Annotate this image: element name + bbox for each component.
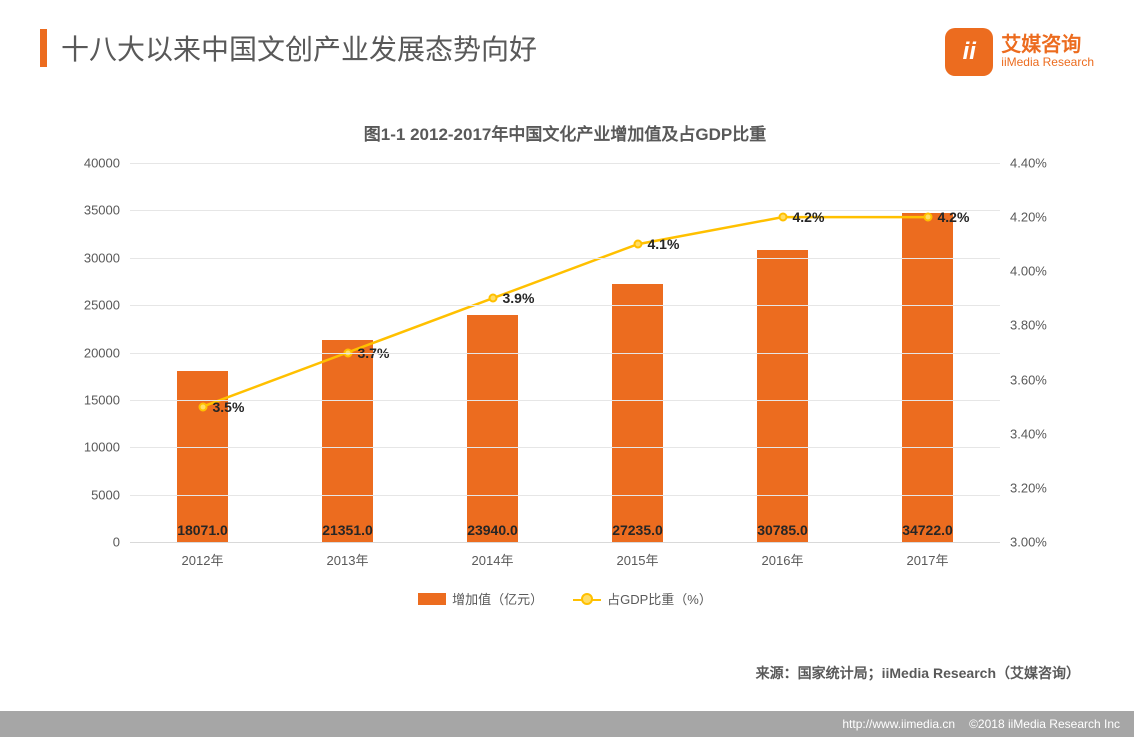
- line-marker: [778, 213, 787, 222]
- line-marker: [488, 294, 497, 303]
- logo-text: 艾媒咨询 iiMedia Research: [1001, 34, 1094, 69]
- chart-title: 图1-1 2012-2017年中国文化产业增加值及占GDP比重: [60, 120, 1070, 145]
- gridline: [130, 305, 1000, 306]
- legend-bar-label: 增加值（亿元）: [452, 589, 543, 608]
- footer-url: http://www.iimedia.cn: [842, 717, 955, 731]
- plot: 18071.021351.023940.027235.030785.034722…: [60, 153, 1070, 583]
- y2-tick-label: 3.00%: [1010, 535, 1065, 550]
- y1-tick-label: 15000: [65, 392, 120, 407]
- x-tick-label: 2013年: [327, 550, 369, 569]
- legend: 增加值（亿元） 占GDP比重（%）: [60, 589, 1070, 608]
- line-value-label: 3.9%: [503, 290, 535, 306]
- line-marker: [198, 402, 207, 411]
- y1-tick-label: 30000: [65, 250, 120, 265]
- x-tick-label: 2012年: [182, 550, 224, 569]
- swatch-line: [573, 593, 601, 605]
- y1-tick-label: 20000: [65, 345, 120, 360]
- gridline: [130, 258, 1000, 259]
- header: 十八大以来中国文创产业发展态势向好 ii 艾媒咨询 iiMedia Resear…: [0, 0, 1134, 76]
- y1-tick-label: 0: [65, 535, 120, 550]
- gridline: [130, 163, 1000, 164]
- y2-tick-label: 3.20%: [1010, 480, 1065, 495]
- line-marker: [633, 240, 642, 249]
- line-value-label: 4.1%: [648, 236, 680, 252]
- logo-en: iiMedia Research: [1001, 56, 1094, 69]
- page-title: 十八大以来中国文创产业发展态势向好: [61, 28, 537, 68]
- title-wrap: 十八大以来中国文创产业发展态势向好: [40, 28, 537, 68]
- y2-tick-label: 3.80%: [1010, 318, 1065, 333]
- line-value-label: 4.2%: [938, 209, 970, 225]
- footer-copyright: ©2018 iiMedia Research Inc: [969, 717, 1120, 731]
- line-marker: [923, 213, 932, 222]
- legend-item-bars: 增加值（亿元）: [418, 589, 543, 608]
- gridline: [130, 210, 1000, 211]
- x-tick-label: 2015年: [617, 550, 659, 569]
- brand-logo: ii 艾媒咨询 iiMedia Research: [945, 28, 1094, 76]
- x-tick-label: 2016年: [762, 550, 804, 569]
- logo-cn: 艾媒咨询: [1001, 34, 1094, 56]
- y2-tick-label: 3.60%: [1010, 372, 1065, 387]
- chart-area: 图1-1 2012-2017年中国文化产业增加值及占GDP比重 18071.02…: [60, 120, 1070, 640]
- x-tick-label: 2014年: [472, 550, 514, 569]
- legend-item-line: 占GDP比重（%）: [573, 589, 712, 608]
- source-text: 来源：国家统计局；iiMedia Research（艾媒咨询）: [756, 663, 1080, 683]
- x-tick-label: 2017年: [907, 550, 949, 569]
- legend-line-label: 占GDP比重（%）: [607, 589, 712, 608]
- gridline: [130, 447, 1000, 448]
- y1-tick-label: 10000: [65, 440, 120, 455]
- footer: http://www.iimedia.cn ©2018 iiMedia Rese…: [0, 711, 1134, 737]
- plot-inner: 18071.021351.023940.027235.030785.034722…: [130, 163, 1000, 543]
- swatch-bar: [418, 593, 446, 605]
- line-value-label: 3.5%: [213, 399, 245, 415]
- logo-mark: ii: [945, 28, 993, 76]
- y1-tick-label: 5000: [65, 487, 120, 502]
- gridline: [130, 353, 1000, 354]
- y1-tick-label: 35000: [65, 203, 120, 218]
- gridline: [130, 400, 1000, 401]
- y1-tick-label: 40000: [65, 156, 120, 171]
- y2-tick-label: 4.20%: [1010, 210, 1065, 225]
- gridline: [130, 495, 1000, 496]
- y2-tick-label: 4.00%: [1010, 264, 1065, 279]
- y2-tick-label: 4.40%: [1010, 156, 1065, 171]
- y1-tick-label: 25000: [65, 298, 120, 313]
- accent-bar: [40, 29, 47, 67]
- y2-tick-label: 3.40%: [1010, 426, 1065, 441]
- line-value-label: 4.2%: [793, 209, 825, 225]
